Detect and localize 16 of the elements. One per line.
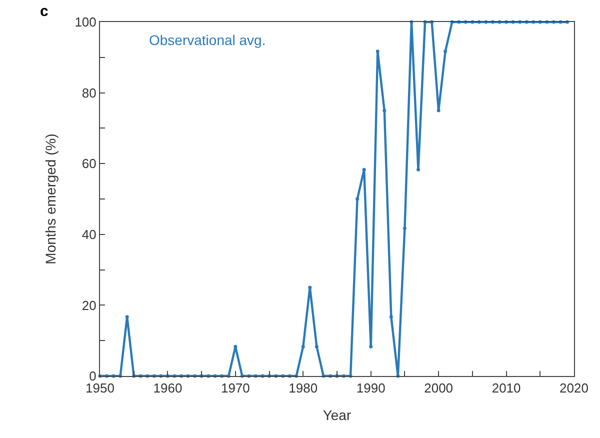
text: c <box>40 3 48 20</box>
x-tick-label: 1980 <box>288 380 318 396</box>
y-tick-label: 60 <box>82 156 96 172</box>
y-tick-label: 80 <box>82 85 96 100</box>
x-tick-label: 1960 <box>153 380 182 396</box>
x-tick-label: 1990 <box>356 380 386 396</box>
text: Observational avg. <box>149 32 266 48</box>
x-tick-label: 2000 <box>424 380 454 396</box>
x-tick-label: 1970 <box>220 380 250 396</box>
y-axis-title: Months emerged (%) <box>42 134 58 264</box>
y-tick-label: 20 <box>82 298 96 313</box>
y-tick-label: 100 <box>74 14 96 30</box>
x-tick-label: 2010 <box>492 380 521 396</box>
x-tick-label: 2020 <box>560 380 588 396</box>
y-tick-label: 40 <box>82 226 96 242</box>
x-axis-title: Year <box>322 406 352 423</box>
